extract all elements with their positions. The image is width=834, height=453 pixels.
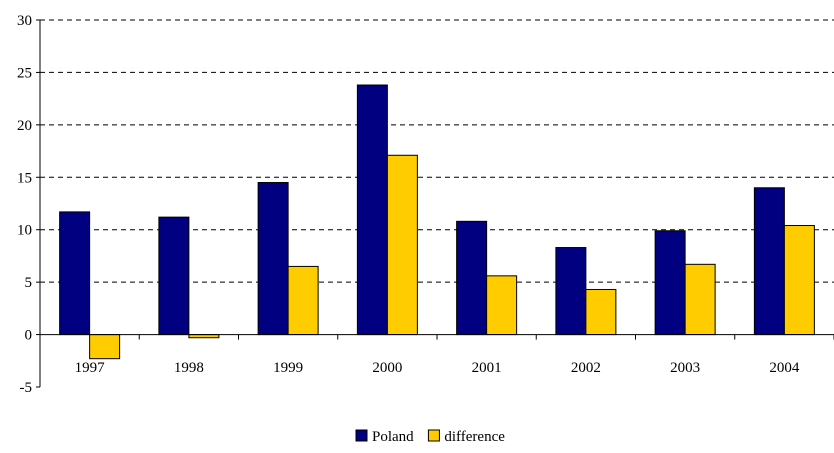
bar-difference-1997 [89, 334, 121, 360]
legend-swatch-difference [427, 429, 440, 442]
y-tick-label: -5 [20, 380, 33, 396]
x-tick-label-1998: 1998 [174, 360, 204, 376]
bar-poland-1997 [59, 211, 91, 336]
bar-poland-1999 [257, 182, 289, 336]
x-tick-label-2002: 2002 [571, 360, 601, 376]
bar-poland-2001 [456, 220, 488, 336]
bar-difference-2003 [684, 263, 716, 336]
y-axis-ticks: -5 0 5 10 15 20 25 30 [17, 13, 40, 396]
bars [59, 84, 815, 360]
bar-difference-2000 [386, 154, 418, 336]
x-tick-label-2004: 2004 [769, 360, 800, 376]
x-axis-ticks: 1997 1998 1999 2000 2001 2002 2003 2004 [39, 334, 834, 376]
y-tick-label: 10 [17, 223, 32, 239]
bar-difference-2001 [486, 275, 518, 336]
bar-difference-1999 [287, 265, 319, 336]
legend-label-poland: Poland [372, 429, 414, 445]
y-tick-label: 25 [17, 65, 32, 81]
y-tick-label: 0 [25, 328, 33, 344]
x-tick-label-2001: 2001 [472, 360, 502, 376]
y-tick-label: 5 [25, 275, 33, 291]
x-tick-label-1997: 1997 [75, 360, 106, 376]
bar-poland-2000 [356, 84, 388, 336]
legend-swatch-poland [355, 429, 368, 442]
bar-poland-2004 [753, 187, 785, 336]
bar-difference-2002 [585, 288, 617, 336]
legend: Poland difference [355, 429, 505, 445]
x-tick-label-2000: 2000 [372, 360, 402, 376]
y-tick-label: 20 [17, 118, 32, 134]
legend-label-difference: difference [444, 429, 505, 445]
y-tick-label: 30 [17, 13, 32, 29]
bar-poland-2002 [555, 247, 587, 336]
bar-poland-2003 [654, 230, 686, 336]
bar-difference-2004 [783, 225, 815, 336]
x-tick-label-2003: 2003 [670, 360, 700, 376]
y-tick-label: 15 [17, 170, 32, 186]
bar-poland-1998 [158, 216, 190, 336]
x-tick-label-1999: 1999 [273, 360, 303, 376]
